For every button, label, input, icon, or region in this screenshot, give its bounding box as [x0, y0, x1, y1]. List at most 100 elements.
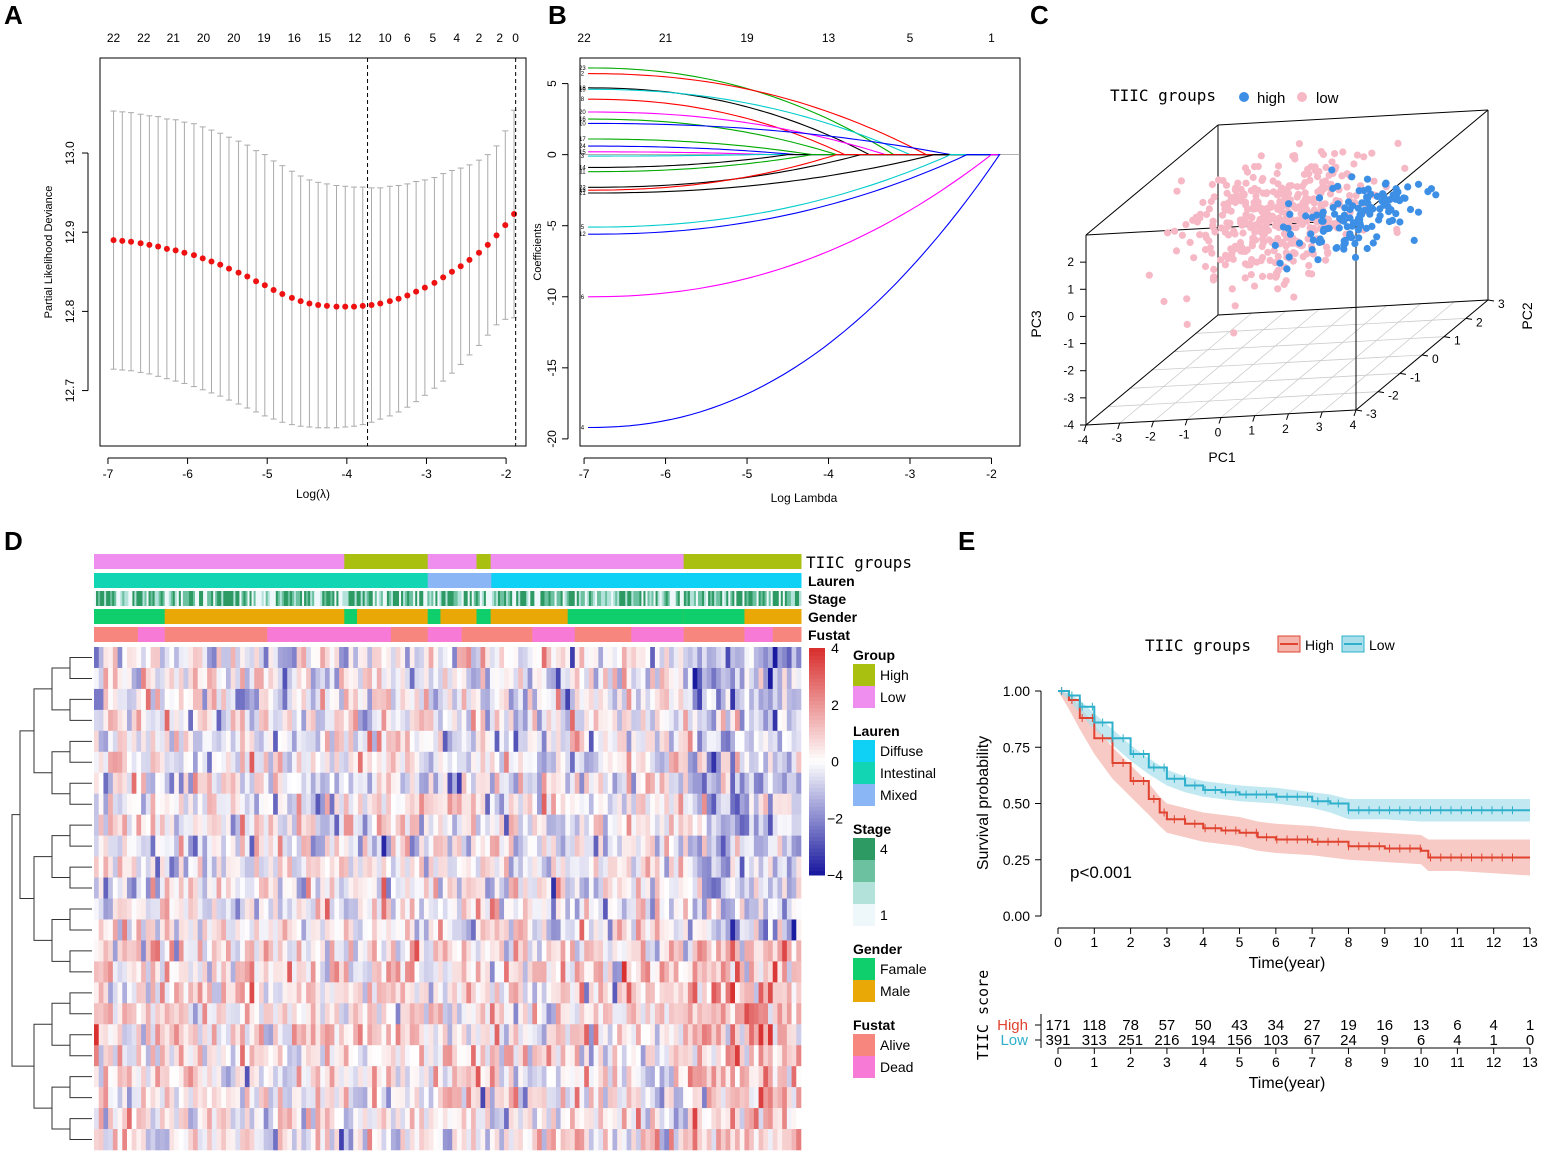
pca-point-low [1305, 261, 1313, 270]
annotation-segment [524, 591, 527, 606]
heatmap-cell [546, 898, 552, 920]
heatmap-cell [362, 793, 368, 815]
coef-path-label: 13 [579, 188, 586, 194]
z-tick [1421, 354, 1429, 357]
heatmap-cell [197, 1087, 203, 1109]
heatmap-cell [518, 647, 524, 669]
heatmap-cell [631, 1024, 637, 1046]
pca-point-high [1325, 224, 1333, 232]
heatmap-cell [654, 1108, 660, 1130]
heatmap-cell [164, 961, 170, 983]
heatmap-cell [702, 1066, 708, 1088]
heatmap-cell [268, 667, 274, 690]
heatmap-cell [570, 814, 576, 836]
heatmap-cell [414, 877, 420, 899]
heatmap-cell [287, 814, 293, 836]
heatmap-cell [357, 961, 363, 983]
heatmap-cell [763, 709, 769, 732]
heatmap-cell [225, 709, 231, 732]
heatmap-cell [626, 772, 632, 795]
heatmap-cell [395, 772, 401, 795]
heatmap-cell [763, 1024, 769, 1046]
heatmap-cell [522, 1066, 528, 1088]
heatmap-cell [650, 793, 656, 815]
heatmap-cell [390, 940, 396, 962]
heatmap-cell [541, 961, 547, 983]
heatmap-cell [574, 1066, 580, 1088]
annotation-segment [481, 591, 485, 606]
pca-point-high [1388, 216, 1397, 224]
heatmap-cell [702, 877, 708, 899]
heatmap-cell [310, 647, 316, 669]
heatmap-cell [306, 814, 312, 836]
heatmap-cell [669, 1003, 675, 1025]
heatmap-cell [471, 856, 477, 878]
pca-point-low [1208, 180, 1216, 189]
heatmap-cell [753, 1045, 759, 1067]
annotation-segment [293, 591, 297, 606]
heatmap-cell [240, 898, 246, 920]
heatmap-cell [343, 1129, 349, 1151]
heatmap-cell [617, 793, 623, 815]
pca-point-low [1274, 191, 1282, 199]
heatmap-cell [221, 709, 227, 732]
heatmap-cell [786, 709, 792, 732]
heatmap-cell [235, 709, 241, 732]
heatmap-cell [423, 1066, 429, 1088]
heatmap-cell [753, 1087, 759, 1109]
heatmap-cell [357, 1024, 363, 1046]
deviance-point [421, 284, 428, 291]
heatmap-cell [320, 730, 326, 753]
heatmap-cell [244, 961, 250, 983]
heatmap-cell [730, 814, 736, 836]
heatmap-cell [320, 835, 326, 857]
heatmap-cell [291, 835, 297, 857]
pca-point-high [1334, 182, 1342, 190]
heatmap-cell [216, 647, 222, 669]
heatmap-cell [164, 772, 170, 795]
heatmap-cell [268, 1024, 274, 1046]
heatmap-cell [291, 709, 297, 732]
heatmap-cell [202, 1108, 208, 1130]
heatmap-cell [117, 940, 123, 962]
heatmap-cell [720, 835, 726, 857]
heatmap-cell [532, 793, 538, 815]
heatmap-cell [306, 1087, 312, 1109]
deviance-point [493, 232, 500, 239]
x-tick [1252, 415, 1256, 422]
heatmap-cell [466, 1087, 472, 1109]
heatmap-cell [499, 1066, 505, 1088]
heatmap-cell [706, 647, 712, 669]
heatmap-cell [692, 919, 698, 941]
heatmap-cell [786, 1066, 792, 1088]
heatmap-cell [381, 1087, 387, 1109]
heatmap-cell [145, 898, 151, 920]
heatmap-cell [117, 1066, 123, 1088]
heatmap-cell [508, 1024, 514, 1046]
heatmap-cell [273, 793, 279, 815]
heatmap-cell [126, 751, 132, 774]
heatmap-cell [631, 982, 637, 1004]
heatmap-cell [367, 751, 373, 774]
heatmap-cell [291, 1003, 297, 1025]
heatmap-cell [461, 961, 467, 983]
heatmap-cell [372, 751, 378, 774]
heatmap-cell [537, 814, 543, 836]
heatmap-cell [466, 961, 472, 983]
heatmap-cell [306, 647, 312, 669]
heatmap-cell [188, 772, 194, 795]
heatmap-cell [489, 647, 495, 669]
heatmap-cell [211, 709, 217, 732]
heatmap-cell [254, 730, 260, 753]
heatmap-cell [499, 730, 505, 753]
heatmap-cell [376, 877, 382, 899]
heatmap-cell [202, 1045, 208, 1067]
heatmap-cell [758, 793, 764, 815]
annotation-segment [386, 591, 390, 606]
heatmap-cell [428, 688, 434, 711]
heatmap-cell [461, 688, 467, 711]
heatmap-cell [442, 1129, 448, 1151]
heatmap-cell [339, 751, 345, 774]
heatmap-cell [334, 898, 340, 920]
heatmap-cell [258, 1087, 264, 1109]
